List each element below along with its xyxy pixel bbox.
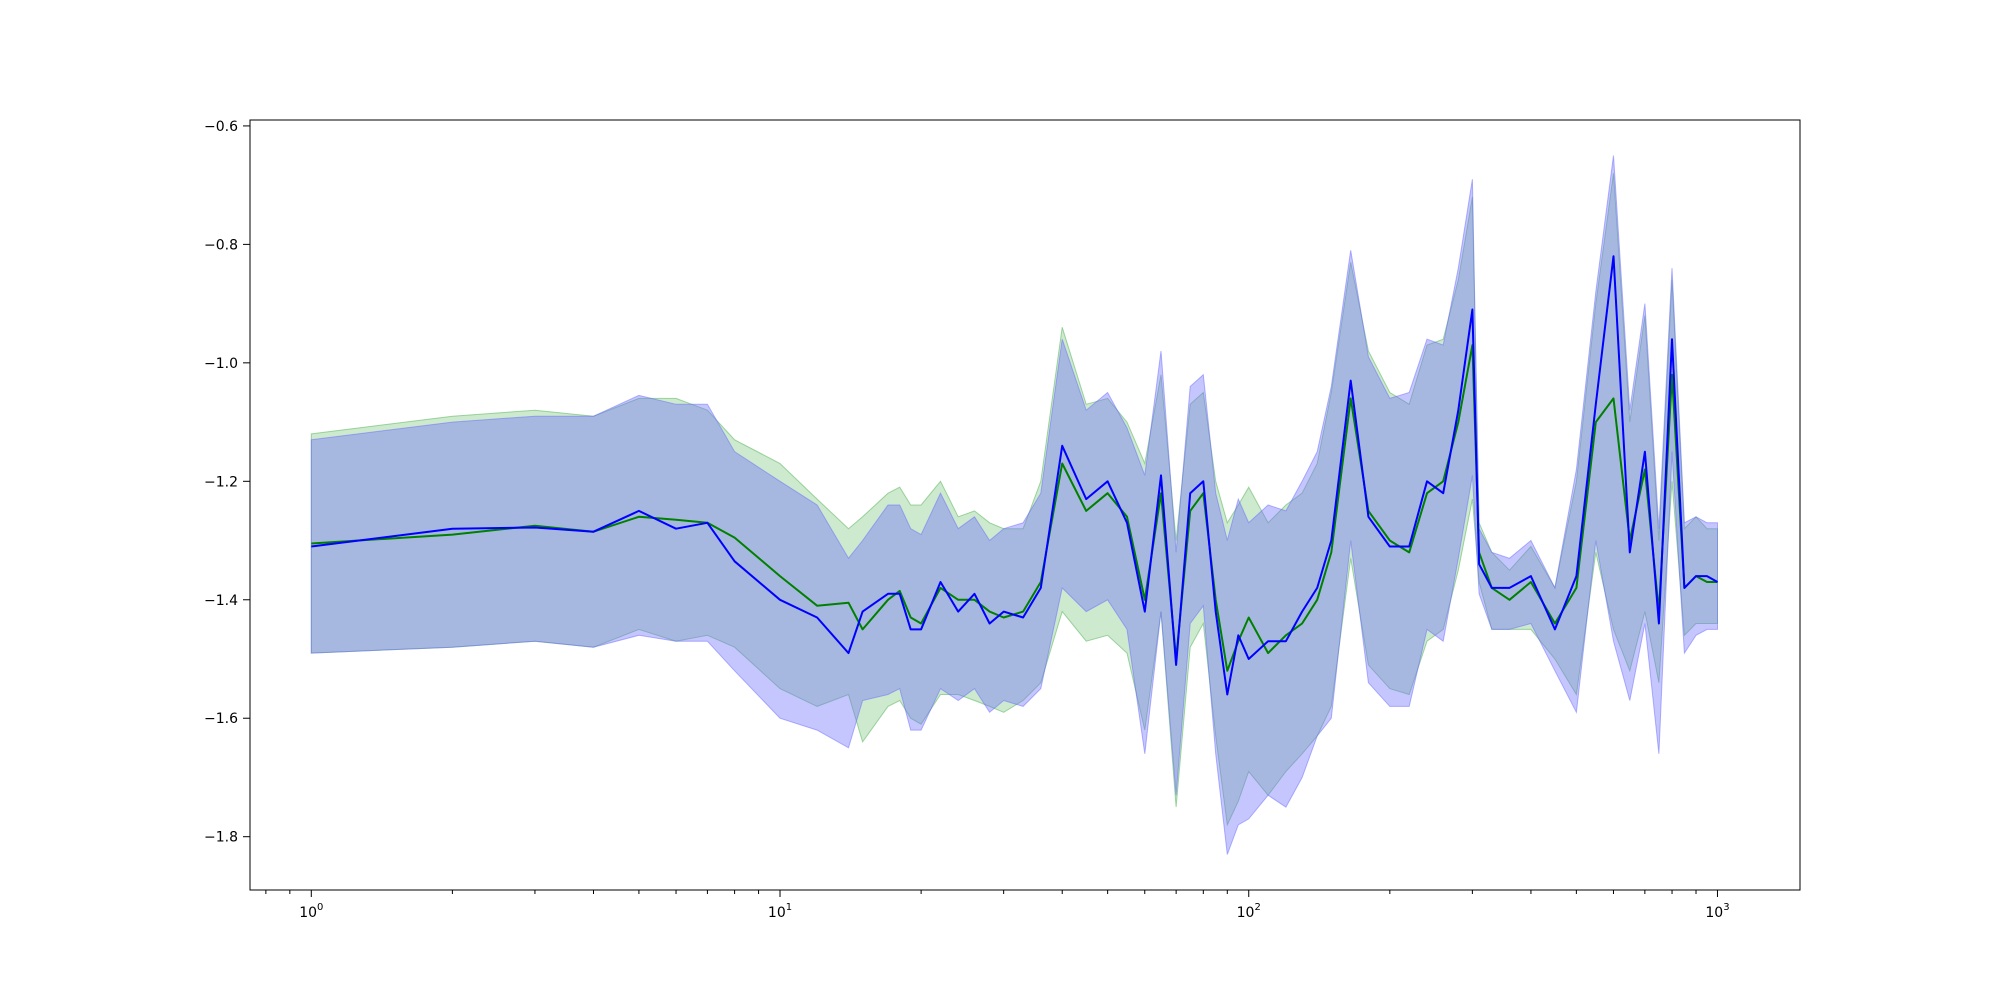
y-tick-label: −1.6 [204,711,238,727]
y-tick-label: −1.4 [204,593,238,609]
y-tick-label: −1.8 [204,830,238,846]
x-axis: 100 101 102 103 [265,890,1730,921]
y-tick-label: −1.0 [204,356,238,372]
series-2-line [311,255,1718,696]
plot-frame [249,119,1801,891]
x-tick-label: 101 [768,902,792,921]
x-tick-label: 100 [299,902,323,921]
x-tick-label: 103 [1705,902,1729,921]
x-tick-label: 102 [1237,902,1261,921]
y-axis: −1.8 −1.6 −1.4 −1.2 −1.0 −0.8 −0.6 [204,119,250,846]
series-2-band [310,155,1718,855]
confidence-bands [310,155,1718,855]
y-tick-label: −0.8 [204,237,238,253]
y-tick-label: −1.2 [204,474,238,490]
series-lines [311,255,1718,696]
y-tick-label: −0.6 [204,119,238,135]
